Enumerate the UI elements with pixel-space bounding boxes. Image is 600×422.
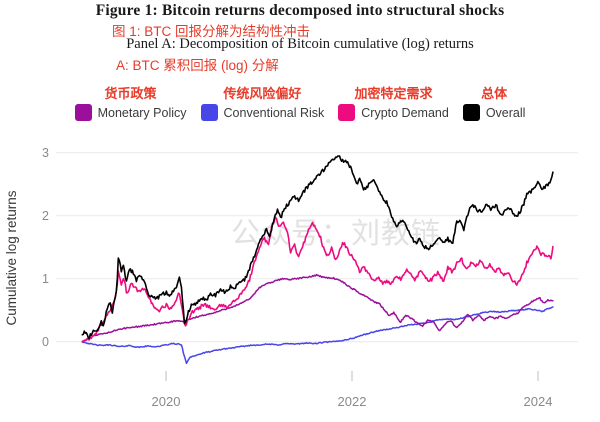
- panel-title: Panel A: Decomposition of Bitcoin cumula…: [126, 36, 474, 52]
- legend-label-zh: 传统风险偏好: [223, 86, 302, 101]
- legend-item-monetary-policy: 货币政策 Monetary Policy: [74, 86, 187, 121]
- legend-label-en: Overall: [485, 105, 526, 120]
- x-tick-label: 2024: [524, 394, 553, 409]
- chart-legend: 货币政策 Monetary Policy 传统风险偏好 Conventional…: [0, 86, 600, 121]
- y-tick-label: 1: [42, 272, 49, 286]
- y-axis-title: Cumulative log returns: [4, 190, 19, 325]
- figure-title: Figure 1: Bitcoin returns decomposed int…: [95, 2, 505, 19]
- y-tick-label: 3: [42, 146, 49, 160]
- panel-title-chinese: A: BTC 累积回报 (log) 分解: [116, 58, 279, 73]
- legend-item-conventional-risk: 传统风险偏好 Conventional Risk: [200, 86, 325, 121]
- legend-label-zh: 加密特定需求: [354, 86, 433, 101]
- figure-title-chinese: 图 1: BTC 回报分解为结构性冲击: [112, 24, 311, 39]
- legend-label-en: Crypto Demand: [361, 105, 449, 120]
- crypto-demand-swatch: [338, 104, 356, 121]
- series-line-monetary-policy: [81, 273, 554, 343]
- legend-item-crypto-demand: 加密特定需求 Crypto Demand: [338, 86, 449, 121]
- series-line-crypto-demand: [81, 216, 554, 343]
- x-tick-label: 2022: [338, 394, 367, 409]
- overall-swatch: [462, 104, 480, 121]
- series-line-overall: [81, 155, 554, 340]
- legend-label-en: Conventional Risk: [223, 105, 325, 120]
- y-tick-label: 2: [42, 209, 49, 223]
- gridlines: [56, 152, 578, 343]
- series-line-conventional-risk: [81, 306, 554, 365]
- x-axis-ticks: 2020 2022 2024: [152, 371, 553, 409]
- y-tick-label: 0: [42, 335, 49, 349]
- legend-label-zh: 货币政策: [104, 86, 157, 101]
- legend-label-zh: 总体: [481, 86, 508, 101]
- conventional-risk-swatch: [200, 104, 218, 121]
- monetary-policy-swatch: [74, 104, 92, 121]
- x-tick-label: 2020: [152, 394, 181, 409]
- y-axis-tick-labels: 0 1 2 3: [42, 146, 49, 349]
- legend-item-overall: 总体 Overall: [462, 86, 526, 121]
- legend-label-en: Monetary Policy: [97, 105, 187, 120]
